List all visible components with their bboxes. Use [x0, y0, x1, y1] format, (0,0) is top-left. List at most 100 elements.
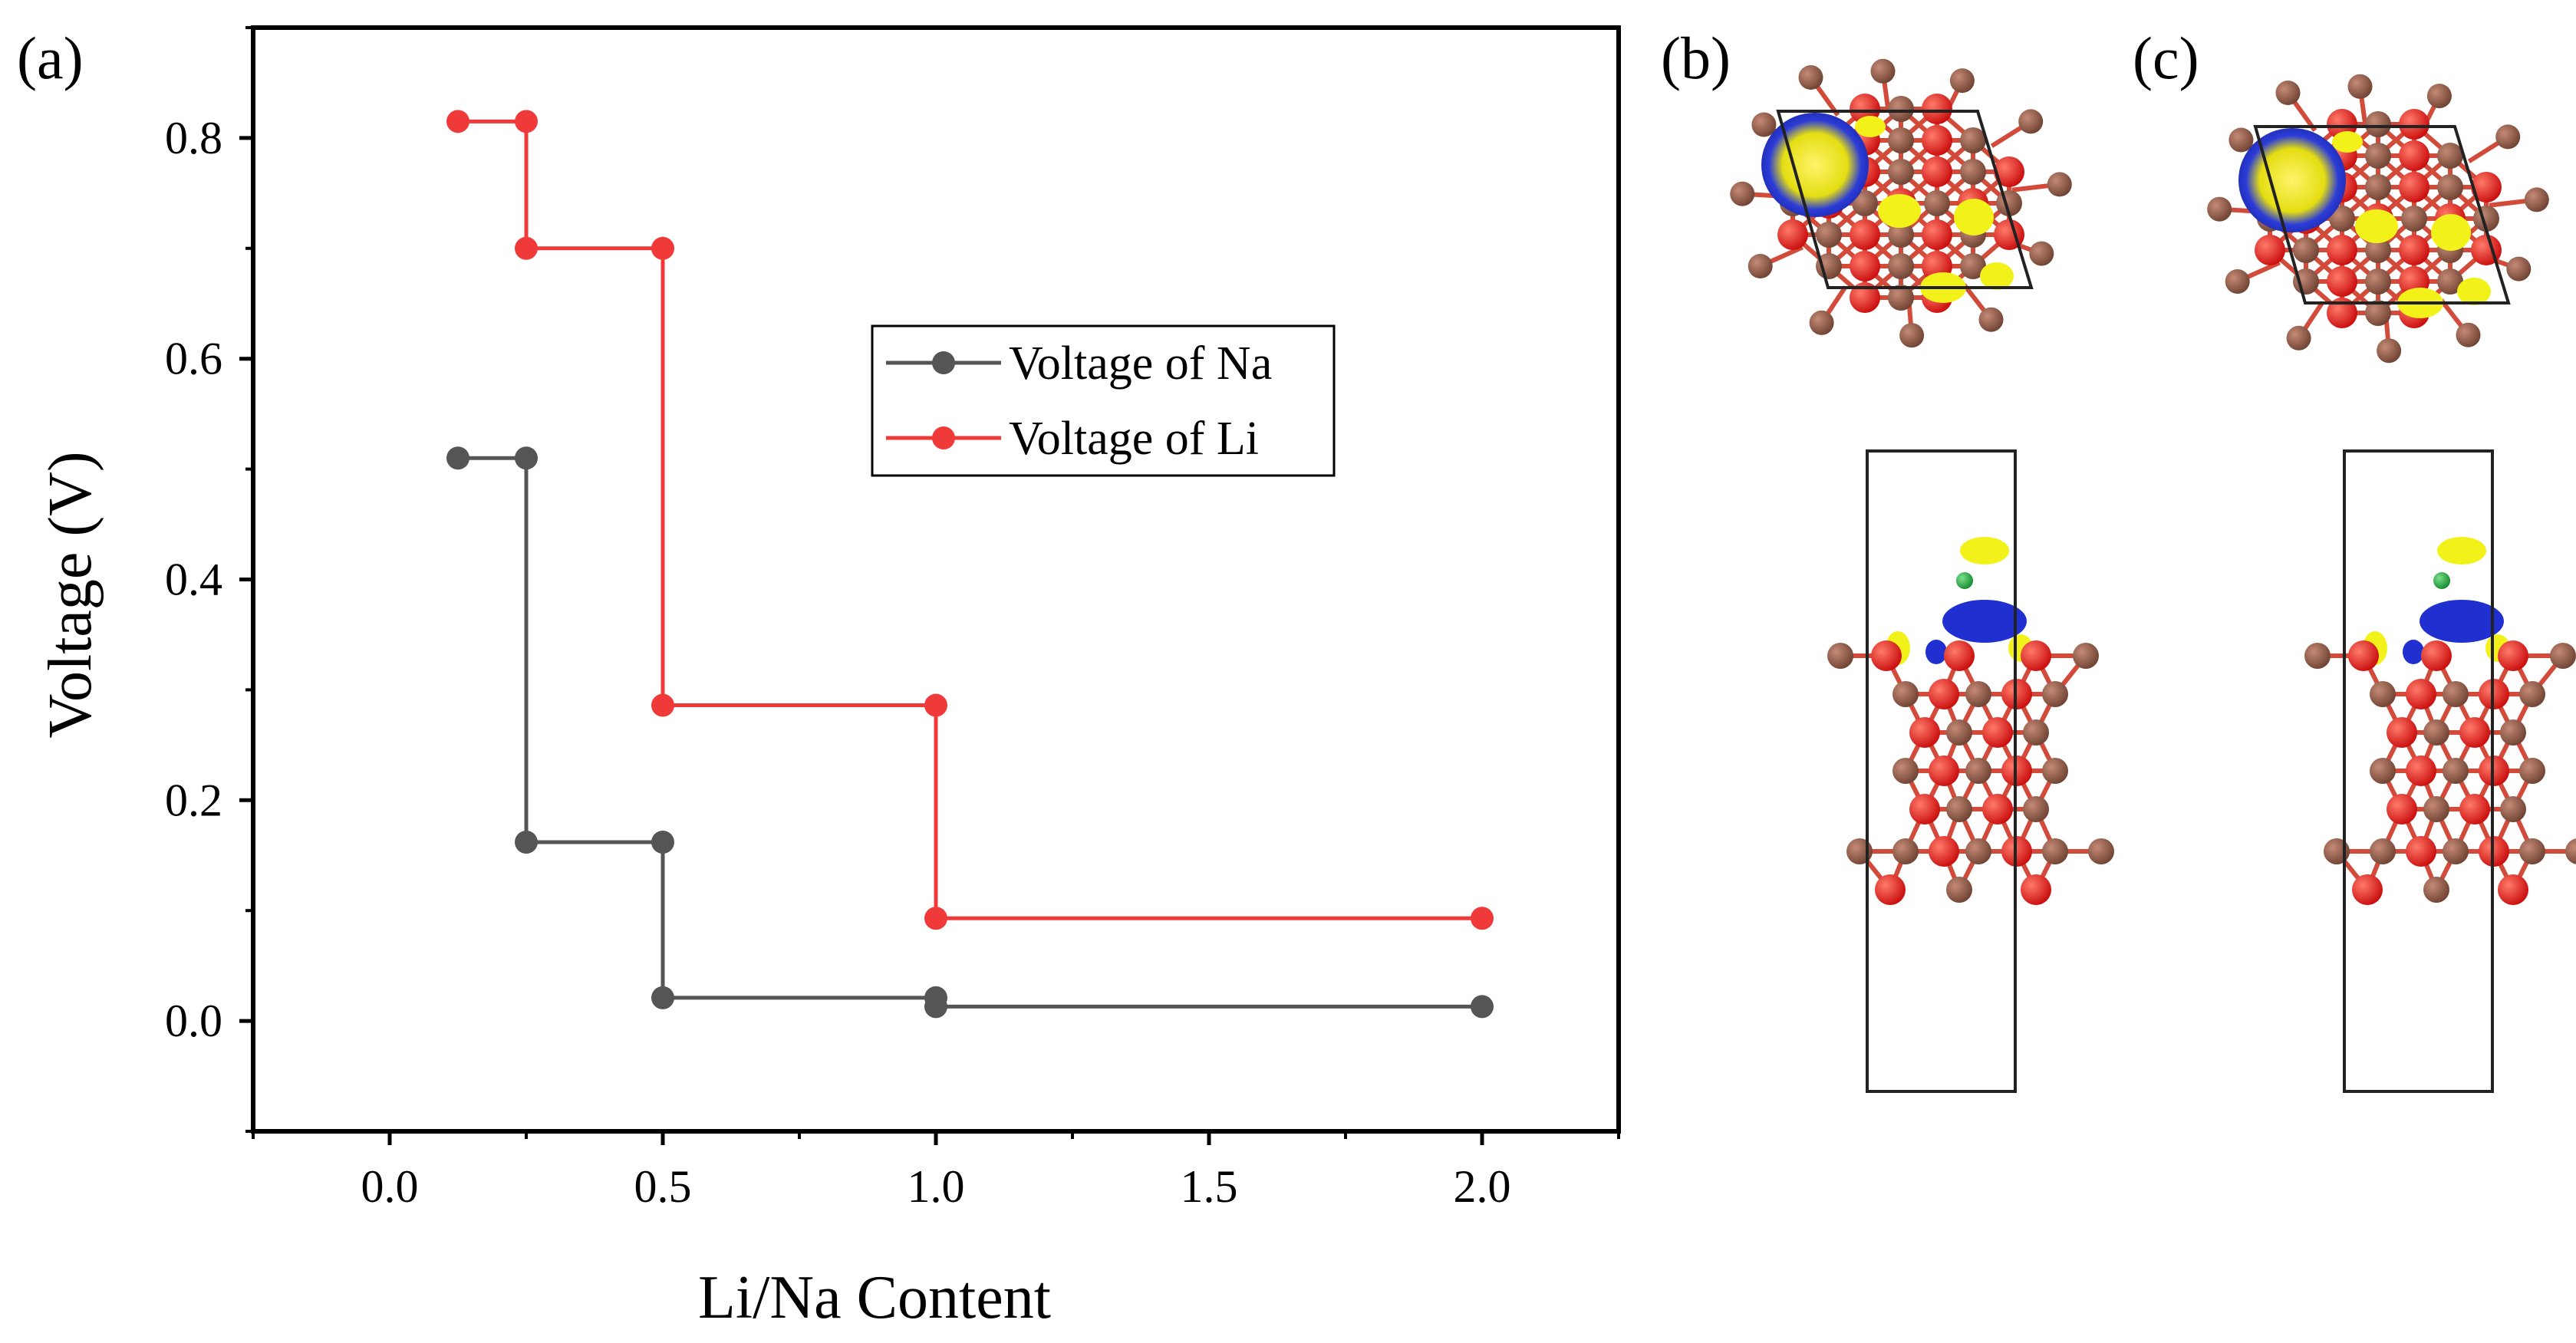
oxygen-atom	[2406, 755, 2436, 786]
simulation-cell-outline	[1866, 449, 2017, 1093]
data-point-na	[1471, 995, 1494, 1019]
oxygen-atom	[2471, 172, 2502, 202]
charge-density-yellow	[2355, 209, 2398, 243]
carbon-atom	[2519, 838, 2545, 864]
carbon-atom	[2370, 838, 2396, 864]
carbon-atom	[1965, 838, 1991, 864]
carbon-atom	[1892, 758, 1919, 784]
oxygen-atom	[1922, 94, 1952, 124]
oxygen-atom	[1922, 156, 1952, 187]
carbon-atom	[1888, 96, 1914, 122]
carbon-atom	[2443, 758, 2469, 784]
series-line-li	[458, 119, 1482, 920]
carbon-atom	[2443, 681, 2469, 707]
charge-density-yellow	[1855, 116, 1886, 137]
carbon-atom	[1899, 323, 1925, 348]
carbon-atom	[2329, 206, 2355, 232]
oxygen-atom	[2387, 794, 2417, 825]
oxygen-atom	[1909, 717, 1940, 748]
oxygen-atom	[2352, 874, 2383, 905]
oxygen-atom	[2399, 235, 2429, 265]
carbon-atom	[1798, 65, 1823, 90]
carbon-atom	[2423, 877, 2449, 903]
oxygen-atom	[2498, 874, 2528, 905]
carbon-atom	[2437, 143, 2463, 169]
carbon-atom	[2365, 268, 2391, 295]
data-point-na	[651, 986, 674, 1009]
carbon-atom	[2565, 838, 2576, 864]
carbon-atom	[2550, 643, 2576, 669]
y-tick-label: 0.8	[165, 113, 222, 163]
oxygen-atom	[1929, 755, 1959, 786]
oxygen-atom	[2399, 109, 2429, 140]
data-point-na	[924, 995, 947, 1019]
carbon-atom	[1816, 222, 1842, 248]
carbon-atom	[2456, 322, 2481, 347]
oxygen-atom	[2459, 794, 2490, 825]
charge-density-yellow	[2437, 537, 2486, 565]
oxygen-atom	[1944, 640, 1975, 671]
x-axis-title: Li/Na Content	[698, 1264, 1051, 1331]
oxygen-atom	[1850, 251, 1880, 281]
charge-density-blue	[1925, 640, 1947, 664]
y-axis-title: Voltage (V)	[37, 452, 104, 739]
oxygen-atom	[2255, 235, 2285, 265]
data-point-li	[515, 110, 538, 133]
oxygen-atom	[2406, 836, 2436, 867]
charge-density-blue	[2403, 640, 2424, 664]
top-view-structure-b	[1730, 58, 2072, 348]
data-point-li	[651, 693, 674, 717]
data-point-li	[1471, 907, 1494, 930]
carbon-atom	[2519, 681, 2545, 707]
legend-label: Voltage of Na	[1009, 337, 1272, 390]
oxygen-atom	[2399, 172, 2429, 202]
carbon-atom	[2423, 719, 2449, 746]
carbon-atom	[2365, 237, 2391, 263]
carbon-atom	[2018, 109, 2044, 134]
carbon-atom	[1946, 877, 1972, 903]
data-point-li	[515, 236, 538, 260]
oxygen-atom	[1922, 125, 1952, 156]
oxygen-atom	[2021, 874, 2051, 905]
carbon-atom	[2042, 758, 2068, 784]
carbon-atom	[2286, 325, 2311, 351]
carbon-atom	[2370, 681, 2396, 707]
carbon-atom	[1748, 254, 1773, 278]
x-tick-label: 1.0	[908, 1161, 965, 1212]
data-point-na	[515, 446, 538, 470]
carbon-atom	[2073, 643, 2099, 669]
panel-label-b: (b)	[1661, 25, 1731, 91]
data-point-na	[515, 830, 538, 854]
panel-label-c: (c)	[2133, 25, 2199, 91]
carbon-atom	[2524, 187, 2549, 212]
carbon-atom	[2365, 111, 2391, 137]
oxygen-atom	[1875, 874, 1906, 905]
carbon-atom	[1965, 681, 1991, 707]
y-tick-label: 0.0	[165, 996, 222, 1046]
oxygen-atom	[1850, 219, 1880, 250]
legend-marker	[932, 426, 955, 449]
data-point-li	[651, 236, 674, 260]
carbon-atom	[1978, 307, 2004, 332]
oxygen-atom	[2387, 717, 2417, 748]
carbon-atom	[1965, 758, 1991, 784]
y-tick-label: 0.2	[165, 775, 222, 825]
charge-density-yellow	[2457, 278, 2491, 305]
data-point-li	[446, 110, 469, 133]
oxygen-atom	[2459, 717, 2490, 748]
carbon-atom	[2365, 143, 2391, 169]
data-point-li	[924, 907, 947, 930]
carbon-atom	[1960, 159, 1986, 185]
charge-density-yellow	[1954, 199, 1994, 235]
carbon-atom	[1827, 643, 1853, 669]
adatom	[2433, 572, 2450, 589]
carbon-atom	[2365, 174, 2391, 200]
oxygen-atom	[2327, 298, 2357, 328]
legend	[871, 324, 1336, 477]
voltage-chart: 0.0 0.5 1.0 1.5 2.0 0.0 0.2 0.4 0.6 0.8 Li/Na Cont…	[37, 25, 1621, 1331]
carbon-atom	[2423, 796, 2449, 822]
x-tick-label: 0.5	[634, 1161, 692, 1212]
data-point-na	[651, 830, 674, 854]
plot-frame	[251, 25, 1621, 1134]
oxygen-atom	[2399, 140, 2429, 171]
